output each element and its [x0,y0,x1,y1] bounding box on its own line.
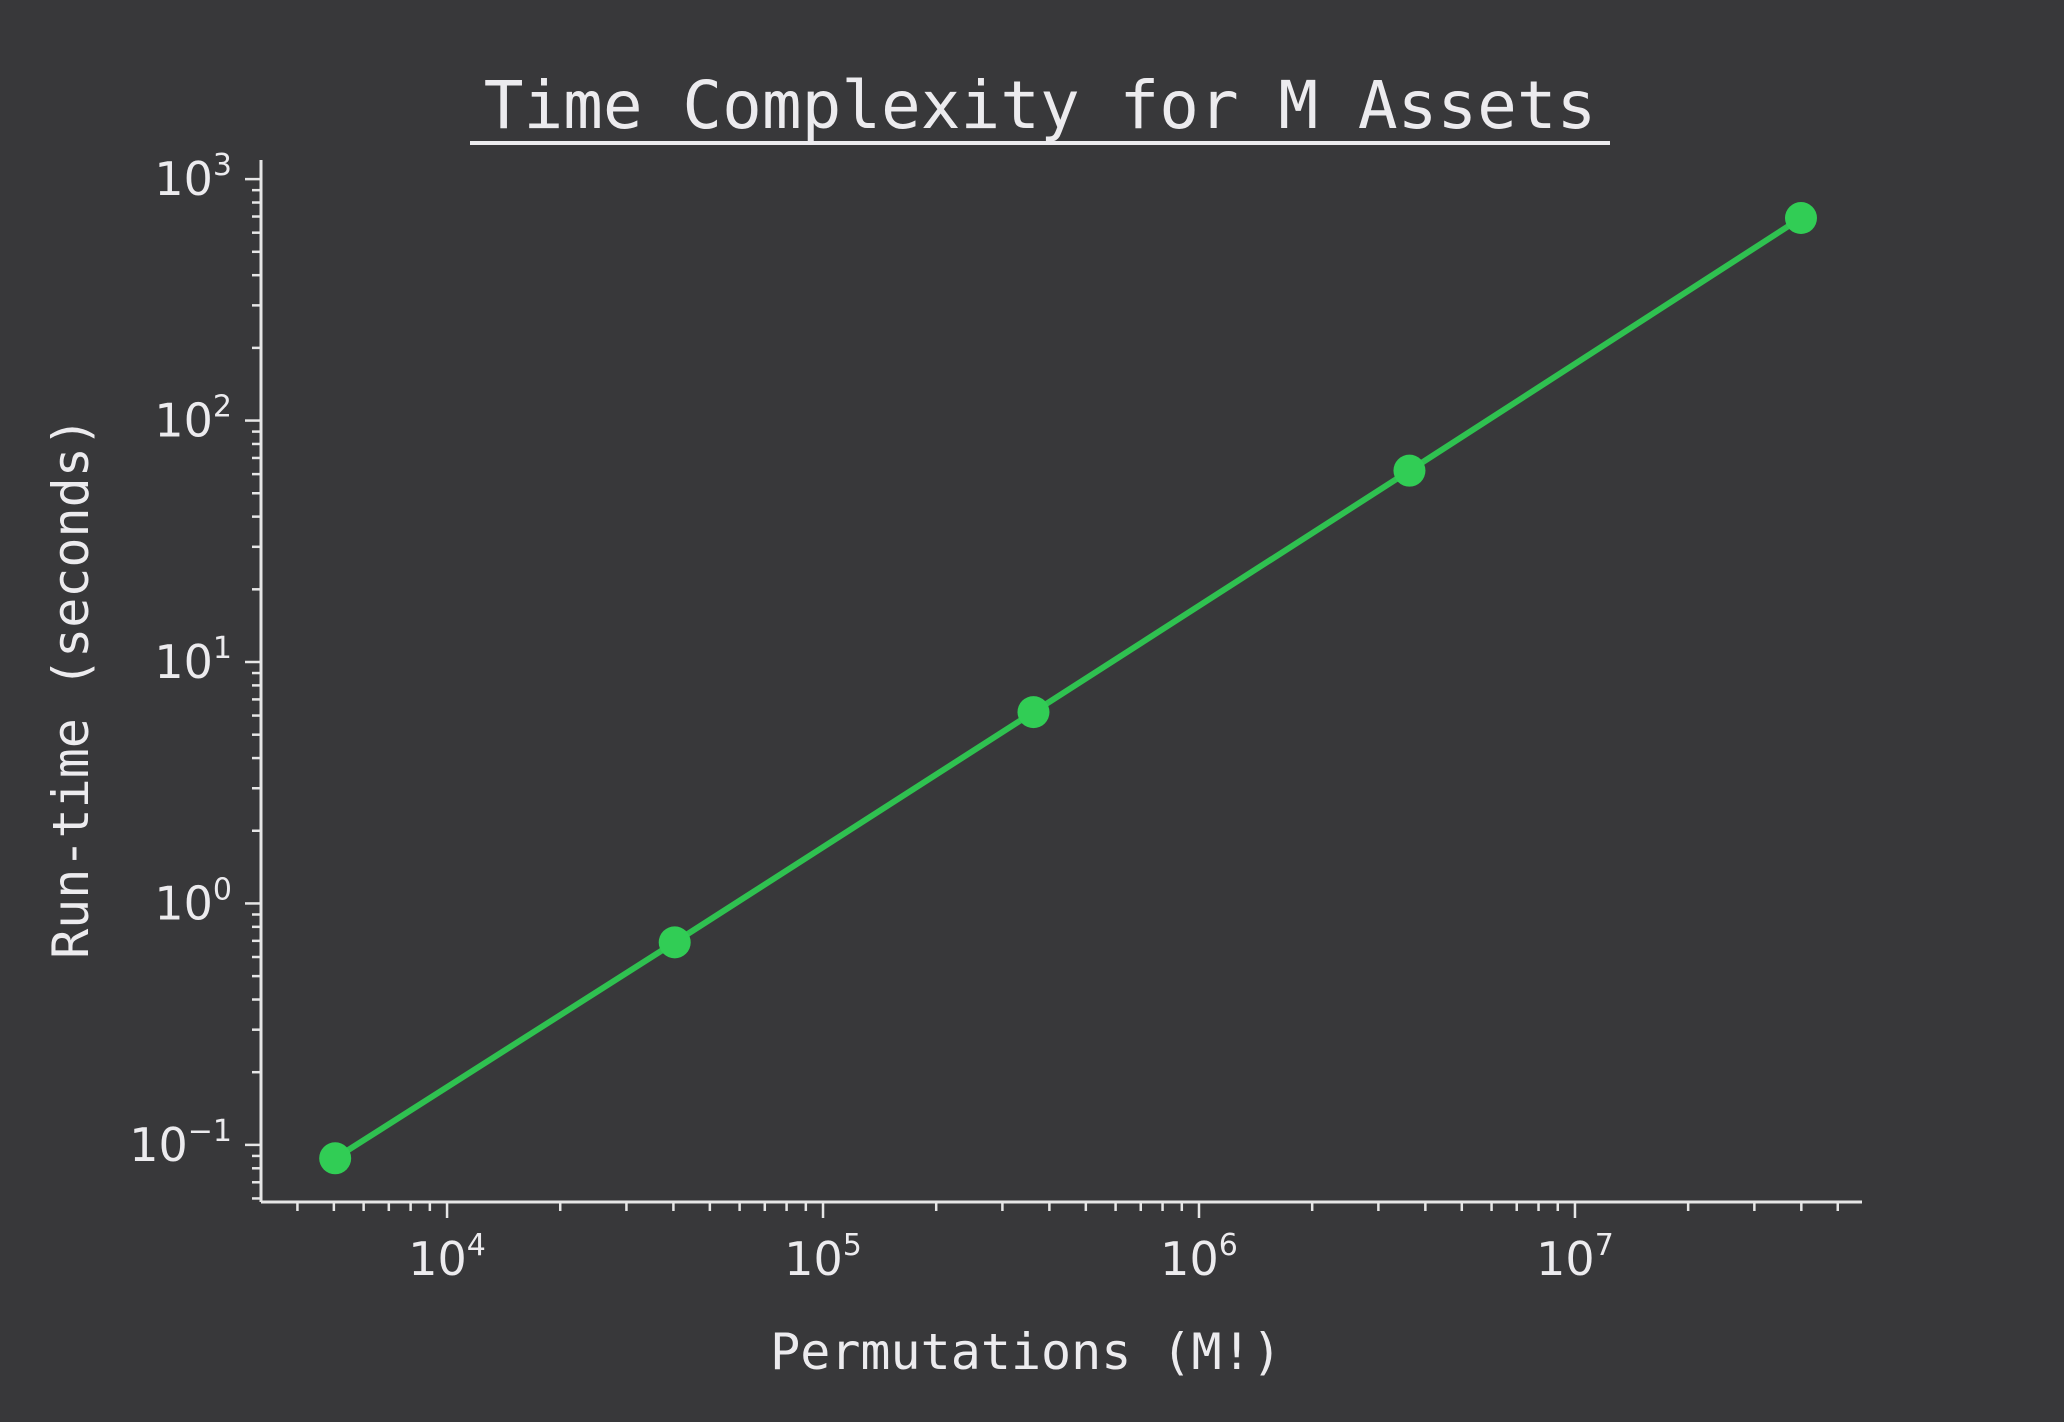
data-point [1393,454,1426,487]
data-point [658,926,691,959]
y-tick-label: 102 [154,390,232,448]
series-layer [319,202,1817,1175]
y-tick-label: 100 [154,872,232,930]
data-point [319,1142,352,1175]
series-line [333,215,1803,1161]
chart-title: Time Complexity for M Assets [484,67,1597,144]
axes: 104 105 106 107 10−1 100 101 102 103 [129,148,1862,1286]
x-tick-label: 104 [408,1228,486,1286]
y-axis-label: Run-time (seconds) [42,417,100,959]
y-tick-label: 10−1 [129,1114,232,1172]
data-point [1784,202,1817,235]
y-tick-label: 103 [154,148,232,206]
data-point [1017,696,1050,729]
x-tick-label: 107 [1536,1228,1614,1286]
x-tick-label: 106 [1160,1228,1238,1286]
y-tick-label: 101 [154,631,232,689]
x-axis-label: Permutations (M!) [770,1323,1282,1381]
x-tick-label: 105 [784,1228,862,1286]
